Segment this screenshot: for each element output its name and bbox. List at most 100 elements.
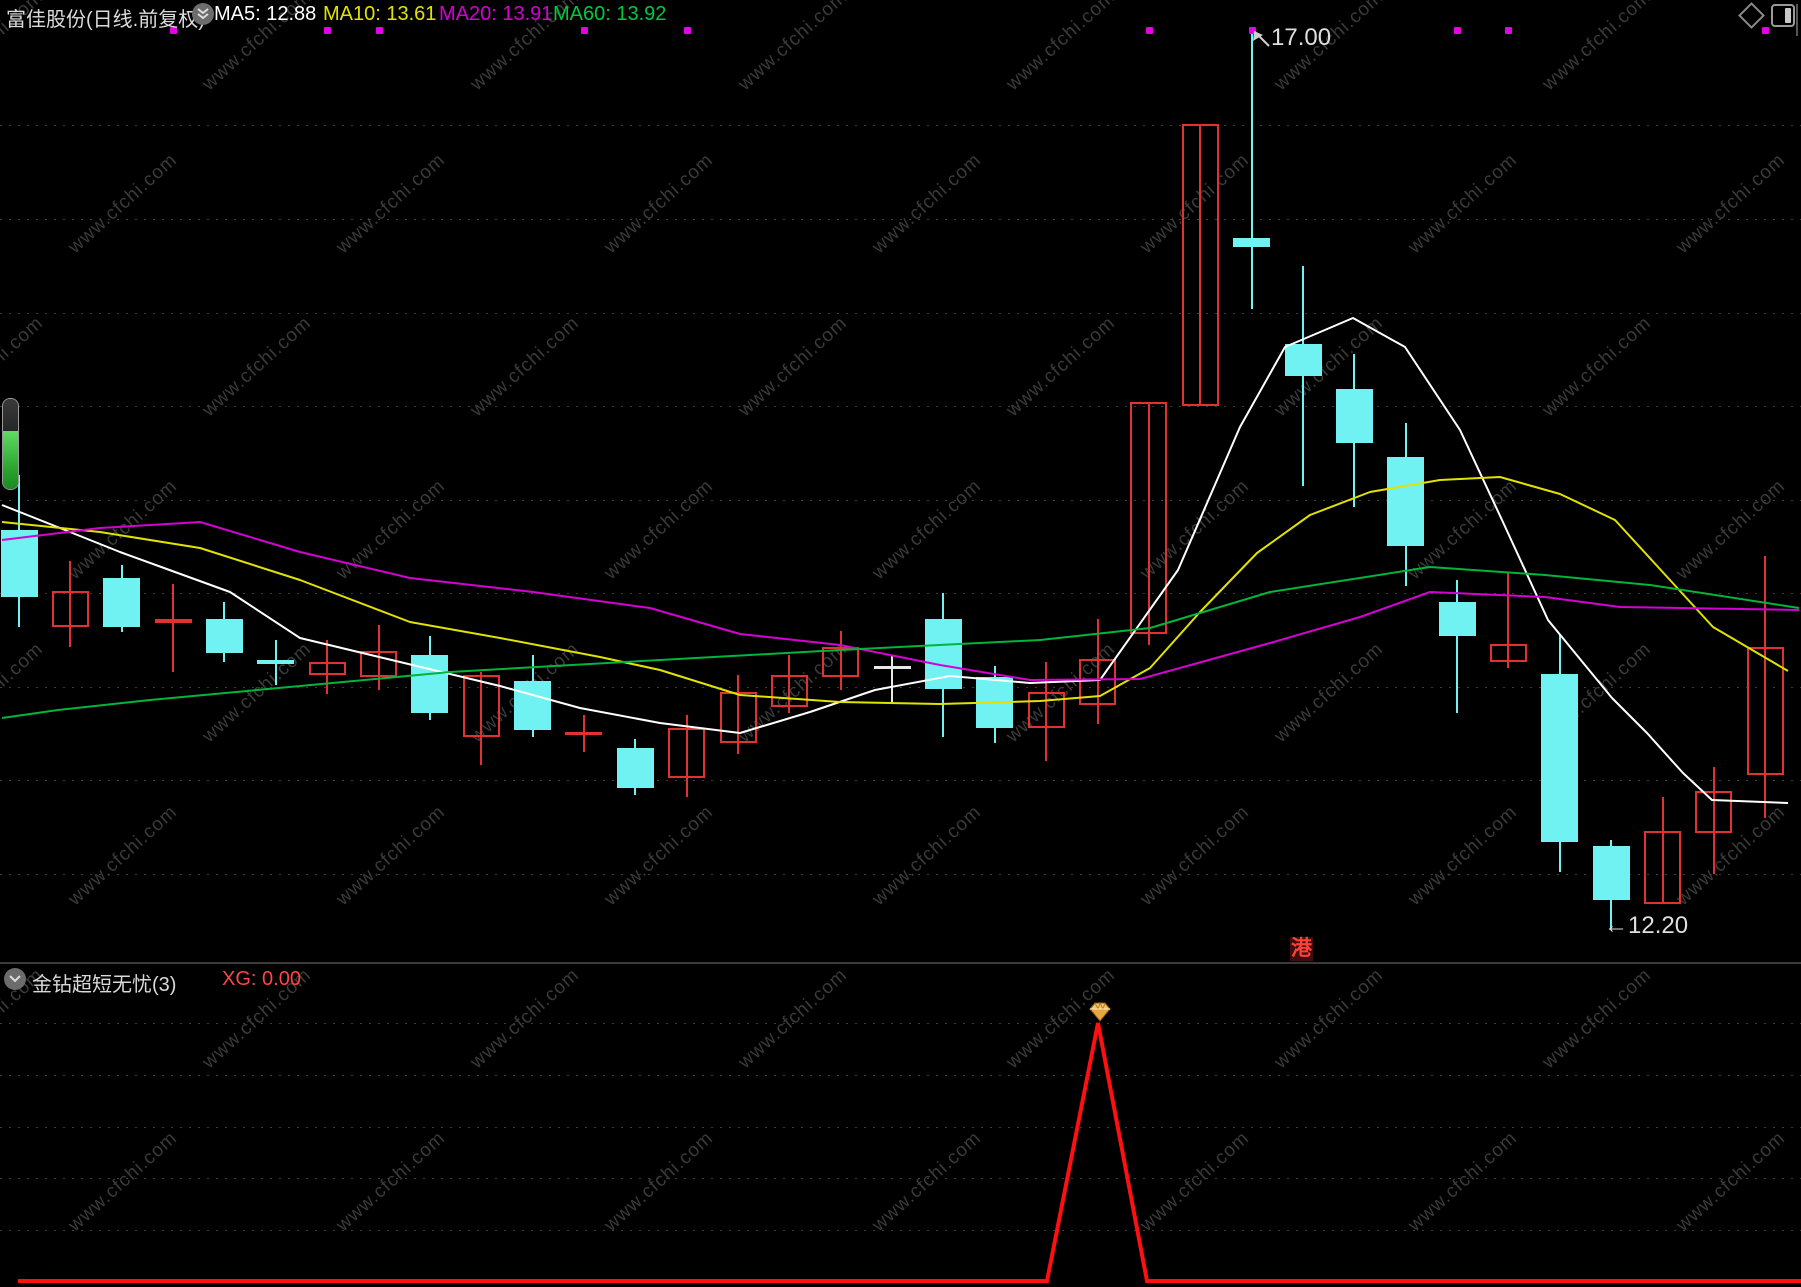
gridline [0,219,1801,220]
candle-wick [1096,619,1099,725]
candle-body [616,748,654,788]
candle-body [1695,791,1733,833]
indicator-name: 金钻超短无忧(3) [32,974,177,996]
chevron-down-icon [9,975,21,983]
candle-wick [172,583,175,672]
signal-dot [324,27,332,34]
gridline [0,1023,1801,1024]
candle-wick [1147,402,1150,646]
panel-toggle-icon[interactable] [1771,4,1795,27]
candle-body [770,675,808,708]
candle-body [462,675,500,738]
gridline [0,1127,1801,1128]
candle-body [719,692,757,743]
candle-body [1181,123,1219,407]
ma-line-ma10 [1,476,1789,705]
candle-wick [685,714,688,798]
indicator-spike-line [18,1022,1801,1283]
indicator-xg-value: XG: 0.00 [222,968,301,990]
low-price-annotation: ←12.20 [1604,912,1689,939]
signal-dot [1248,27,1256,34]
signal-dot [1762,27,1770,34]
annotation-arrowhead [1253,31,1263,41]
candle-wick [1712,767,1715,874]
gridline [0,313,1801,314]
candle-wick [1456,580,1459,713]
ma-line-ma60 [1,566,1800,719]
candle-wick [1302,265,1304,487]
gridline [0,687,1801,688]
candle-wick [326,639,329,695]
gridline [0,1230,1801,1231]
gridline [0,780,1801,781]
candle-body [0,529,38,597]
candle-wick [839,630,842,691]
signal-dot [580,27,588,34]
candle-body [1746,647,1784,775]
candle-body [1541,673,1579,842]
hk-connect-event-badge: 港 [1290,937,1313,961]
candle-body [360,651,398,678]
ma-line-ma5 [1,317,1789,804]
gridline [0,1075,1801,1076]
gridline [0,1178,1801,1179]
candle-body [1284,344,1322,377]
candle-wick [737,675,740,754]
stock-title: 富佳股份(日线.前复权) [6,9,205,31]
candle-wick [69,561,72,648]
chevron-down-icon [197,8,209,20]
collapse-main-panel-button[interactable] [192,3,214,25]
signal-dot [170,27,178,34]
candle-body [1027,692,1065,728]
chart-header: 富佳股份(日线.前复权) MA5: 12.88 MA10: 13.61 MA20… [0,0,1801,34]
candle-body [1335,389,1373,444]
ma-line-ma20 [1,521,1800,681]
candle-body [257,660,295,665]
indicator-panel-header: 金钻超短无忧(3) XG: 0.00 [0,966,1801,996]
signal-dot [683,27,691,34]
gridline [0,125,1801,126]
candle-body [154,619,192,624]
candle-body [668,727,706,779]
candle-wick [891,654,894,702]
candle-body [51,591,89,627]
candle-body [1079,658,1117,706]
vertical-zoom-slider[interactable] [2,398,19,490]
collapse-indicator-panel-button[interactable] [4,968,26,990]
candle-body [1387,456,1425,547]
candle-body [1438,602,1476,637]
candle-body [1592,845,1630,900]
candle-wick [1250,30,1253,309]
candle-wick [1199,123,1202,407]
panel-divider [0,962,1801,964]
candle-body [205,619,243,653]
candle-body [822,647,860,678]
gridline [0,500,1801,501]
candle-wick [1764,555,1767,818]
candle-body [1644,830,1682,904]
gridline [0,593,1801,594]
gridline [0,406,1801,407]
candle-body [1233,237,1271,247]
ma20-value-label: MA20: 13.91 [439,3,553,25]
candle-body [411,654,449,713]
candle-body [103,578,141,627]
candle-body [1130,402,1168,635]
ma60-value-label: MA60: 13.92 [553,3,667,25]
candle-wick [1661,797,1664,904]
high-price-annotation: 17.00 [1271,24,1332,51]
ma10-value-label: MA10: 13.61 [323,3,437,25]
signal-dot [1145,27,1153,34]
candle-wick [1507,572,1510,668]
diamond-tool-icon[interactable] [1738,2,1765,29]
candle-wick [788,654,791,713]
gridline [0,874,1801,875]
ma5-value-label: MA5: 12.88 [214,3,317,25]
candle-body [873,666,911,670]
scrollbar-edge [1796,4,1798,36]
candle-body [565,731,603,735]
candle-wick [1045,662,1048,762]
